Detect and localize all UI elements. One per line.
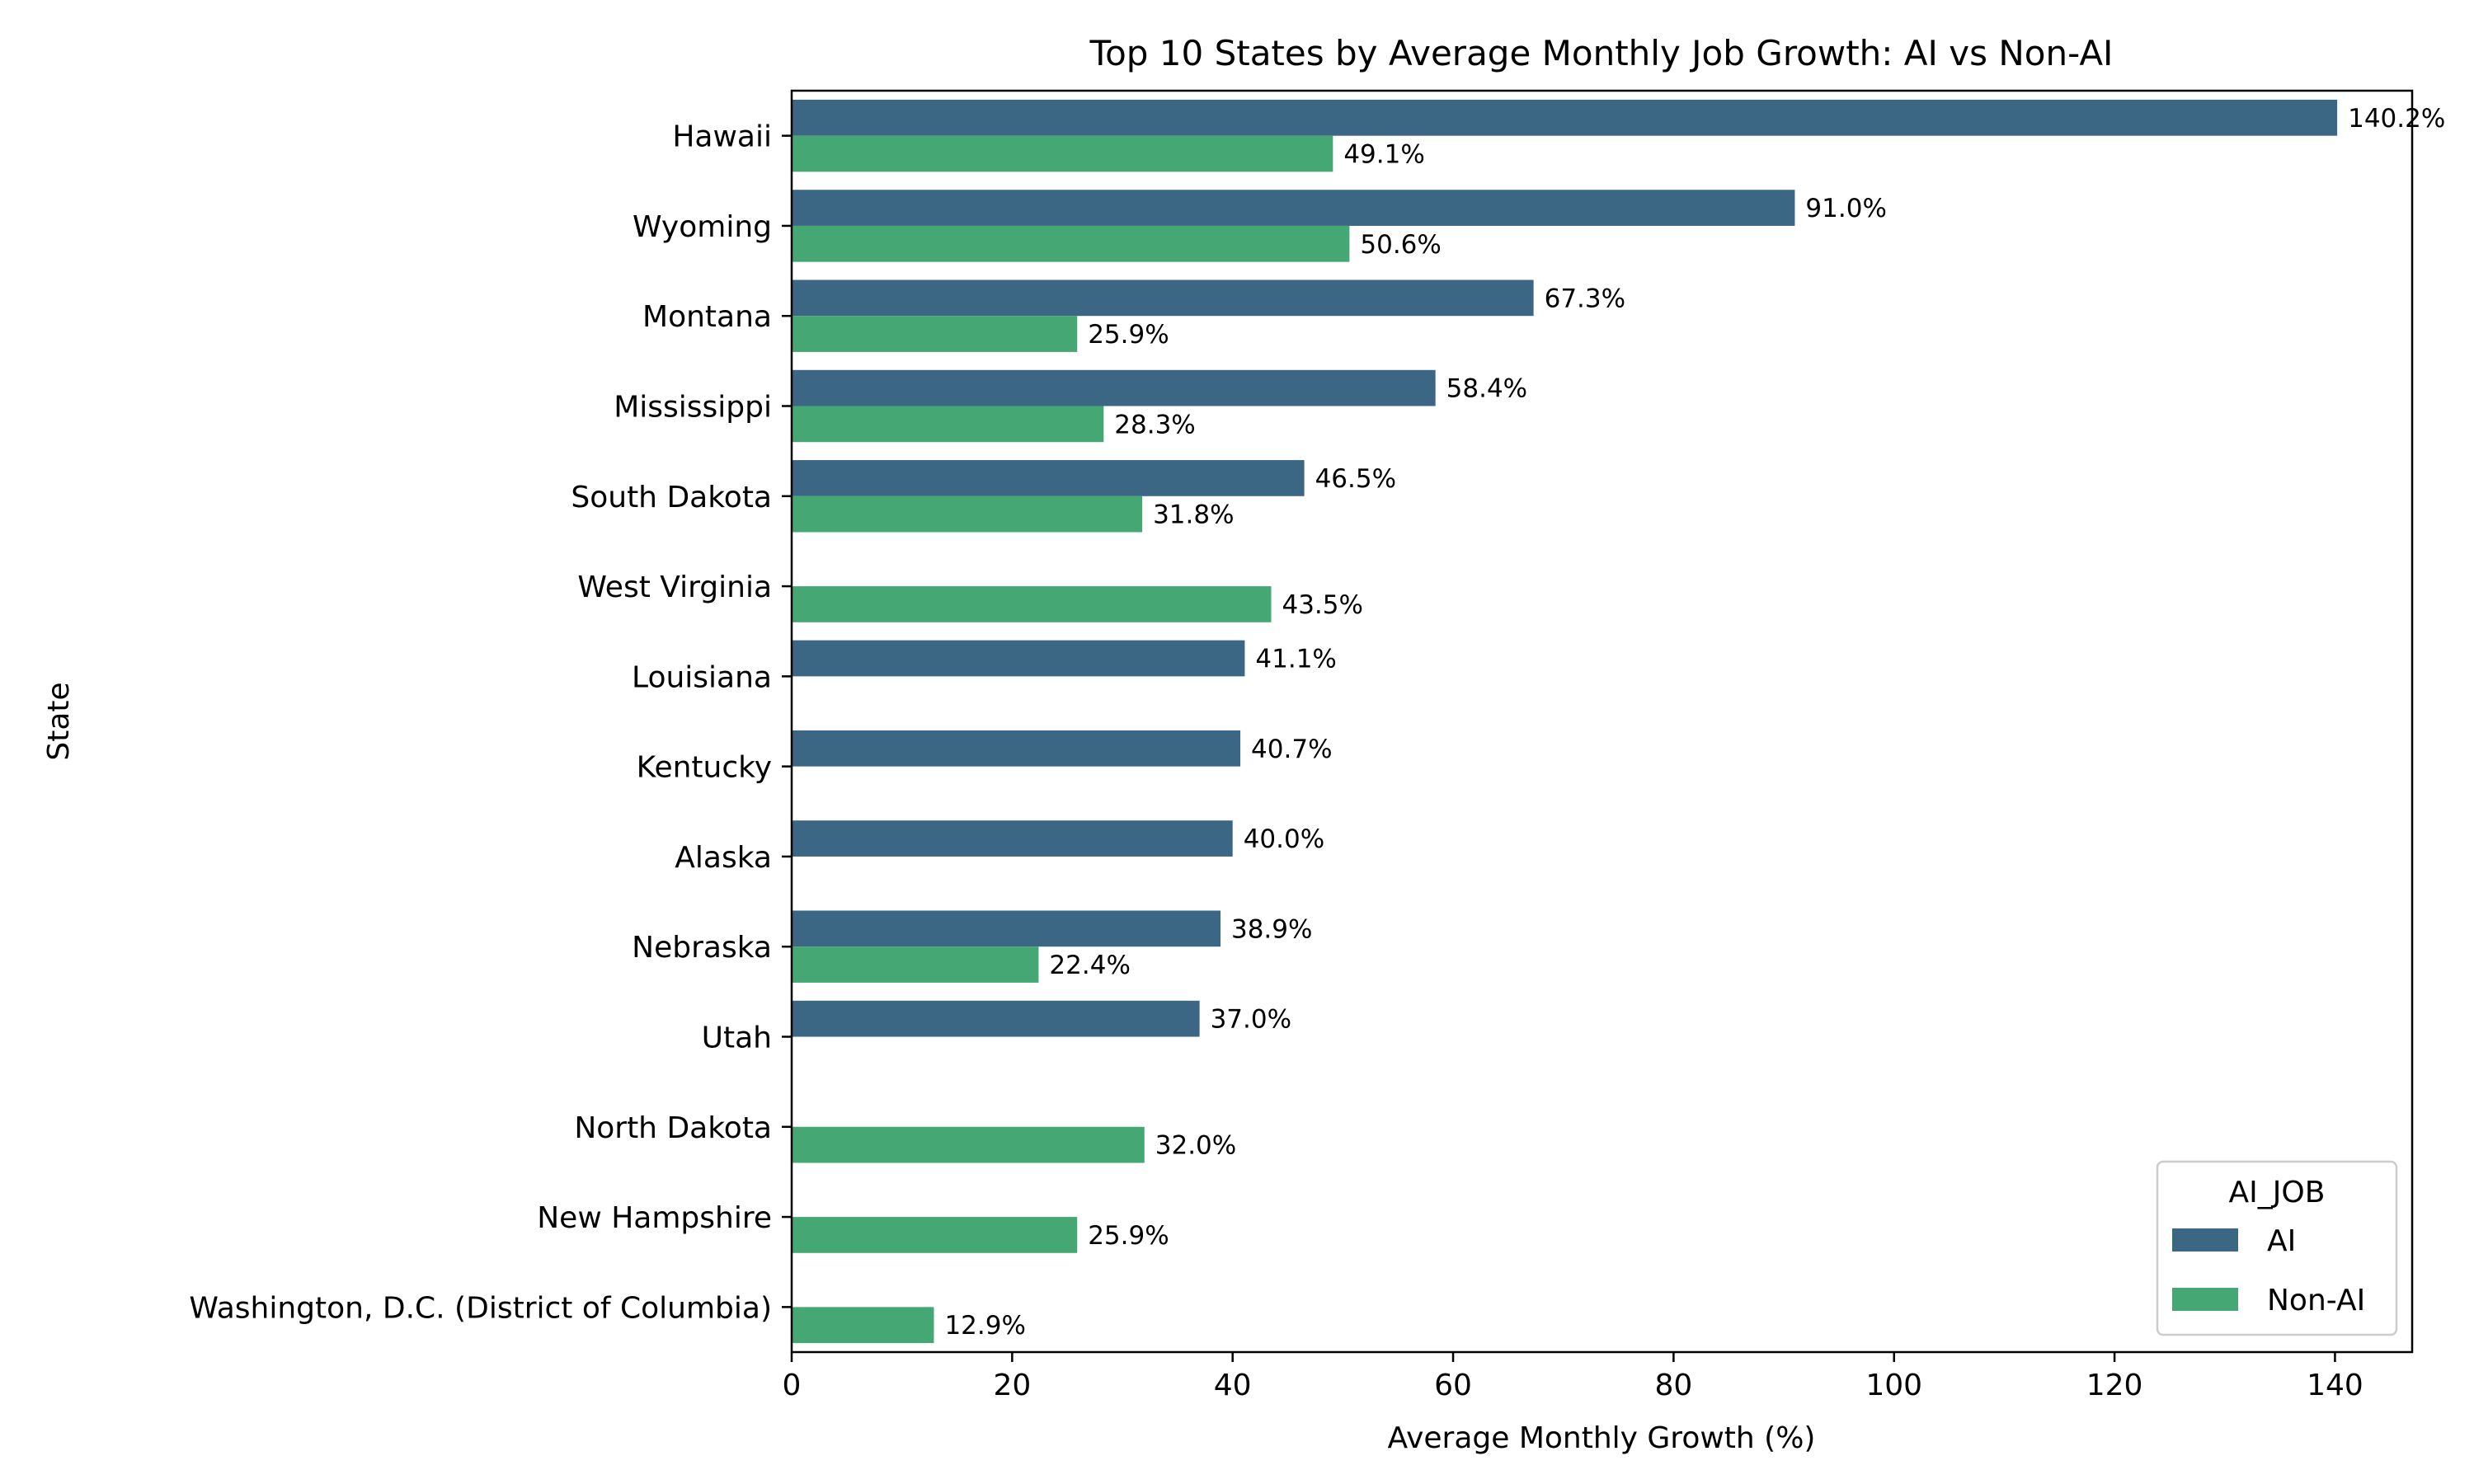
y-axis-label: State: [42, 682, 76, 760]
bar-non-ai-north-dakota: [792, 1126, 1145, 1163]
bar-label-ai-hawaii: 140.2%: [2348, 104, 2445, 134]
y-tick-label-louisiana: Louisiana: [632, 660, 772, 694]
chart-title: Top 10 States by Average Monthly Job Gro…: [1089, 33, 2114, 73]
bar-label-ai-louisiana: 41.1%: [1255, 645, 1336, 674]
legend-label-non-ai: Non-AI: [2267, 1284, 2365, 1317]
y-tick-labels: Hawaii Wyoming Montana Mississippi South Dak…: [189, 120, 792, 1325]
y-tick-label-alaska: Alaska: [675, 841, 772, 875]
legend-swatch-non-ai: [2172, 1288, 2238, 1311]
bar-label-non-ai-washington-d-c-district-of-columbia: 12.9%: [944, 1311, 1025, 1341]
y-tick-label-wyoming: Wyoming: [633, 210, 772, 244]
x-tick-label-140: 140: [2307, 1369, 2363, 1402]
y-tick-label-washington-d-c-district-of-columbia: Washington, D.C. (District of Columbia): [189, 1291, 772, 1325]
x-tick-label-20: 20: [993, 1369, 1031, 1402]
bar-label-ai-south-dakota: 46.5%: [1315, 464, 1396, 494]
bar-label-non-ai-montana: 25.9%: [1088, 320, 1169, 350]
bar-non-ai-new-hampshire: [792, 1217, 1078, 1253]
y-tick-label-montana: Montana: [642, 300, 772, 334]
bar-non-ai-wyoming: [792, 225, 1350, 262]
legend-title: AI_JOB: [2229, 1176, 2326, 1209]
bar-ai-louisiana: [792, 640, 1245, 677]
x-axis-label: Average Monthly Growth (%): [1388, 1421, 1816, 1455]
bar-label-non-ai-west-virginia: 43.5%: [1282, 590, 1362, 620]
bar-label-non-ai-nebraska: 22.4%: [1049, 951, 1130, 980]
y-tick-label-hawaii: Hawaii: [672, 120, 772, 154]
y-tick-label-utah: Utah: [702, 1021, 772, 1055]
bar-ai-south-dakota: [792, 460, 1305, 496]
x-tick-label-60: 60: [1434, 1369, 1472, 1402]
bar-label-non-ai-new-hampshire: 25.9%: [1088, 1221, 1169, 1251]
legend-label-ai: AI: [2267, 1224, 2296, 1258]
bar-ai-wyoming: [792, 190, 1795, 226]
bar-label-ai-kentucky: 40.7%: [1251, 735, 1332, 764]
y-tick-label-nebraska: Nebraska: [632, 931, 772, 965]
bar-ai-mississippi: [792, 369, 1436, 406]
bar-label-non-ai-south-dakota: 31.8%: [1153, 500, 1234, 530]
bar-non-ai-washington-d-c-district-of-columbia: [792, 1307, 934, 1344]
bar-label-non-ai-hawaii: 49.1%: [1343, 140, 1424, 170]
bars-layer: 140.2% 49.1% 91.0% 50.6% 67.3% 25.9% 58.4% 28.3…: [792, 99, 2445, 1344]
bar-label-non-ai-wyoming: 50.6%: [1360, 230, 1441, 260]
y-tick-label-south-dakota: South Dakota: [571, 481, 772, 514]
bar-ai-alaska: [792, 820, 1233, 857]
bar-ai-utah: [792, 1000, 1200, 1037]
y-tick-label-new-hampshire: New Hampshire: [537, 1201, 772, 1235]
y-tick-label-kentucky: Kentucky: [637, 751, 772, 785]
y-tick-label-mississippi: Mississippi: [614, 391, 772, 425]
bar-non-ai-west-virginia: [792, 586, 1272, 622]
bar-label-ai-wyoming: 91.0%: [1805, 194, 1886, 223]
x-tick-label-40: 40: [1214, 1369, 1252, 1402]
bar-ai-nebraska: [792, 910, 1221, 947]
bar-non-ai-mississippi: [792, 406, 1104, 443]
legend: AI_JOB AI Non-AI: [2156, 1160, 2398, 1336]
x-tick-label-120: 120: [2086, 1369, 2143, 1402]
bar-label-ai-nebraska: 38.9%: [1231, 914, 1312, 944]
legend-swatch-ai: [2172, 1228, 2238, 1252]
x-tick-label-80: 80: [1654, 1369, 1692, 1402]
bar-non-ai-montana: [792, 316, 1078, 352]
bar-label-ai-alaska: 40.0%: [1244, 824, 1324, 854]
y-tick-label-west-virginia: West Virginia: [577, 571, 772, 604]
bar-non-ai-nebraska: [792, 946, 1039, 983]
bar-ai-hawaii: [792, 99, 2338, 136]
bar-ai-kentucky: [792, 730, 1241, 767]
bar-non-ai-south-dakota: [792, 495, 1143, 533]
plot-frame: [790, 89, 2414, 1354]
bar-label-non-ai-mississippi: 28.3%: [1114, 410, 1195, 439]
bar-label-non-ai-north-dakota: 32.0%: [1155, 1131, 1236, 1161]
x-tick-label-0: 0: [783, 1369, 802, 1402]
bar-non-ai-hawaii: [792, 135, 1333, 172]
x-ticks: 0 20 40 60 80 100 120 140: [783, 1352, 2363, 1402]
x-tick-label-100: 100: [1865, 1369, 1922, 1402]
y-tick-label-north-dakota: North Dakota: [574, 1111, 772, 1145]
bar-label-ai-mississippi: 58.4%: [1446, 374, 1527, 404]
bar-label-ai-utah: 37.0%: [1211, 1005, 1291, 1035]
bar-label-ai-montana: 67.3%: [1545, 284, 1625, 313]
bar-ai-montana: [792, 279, 1534, 317]
